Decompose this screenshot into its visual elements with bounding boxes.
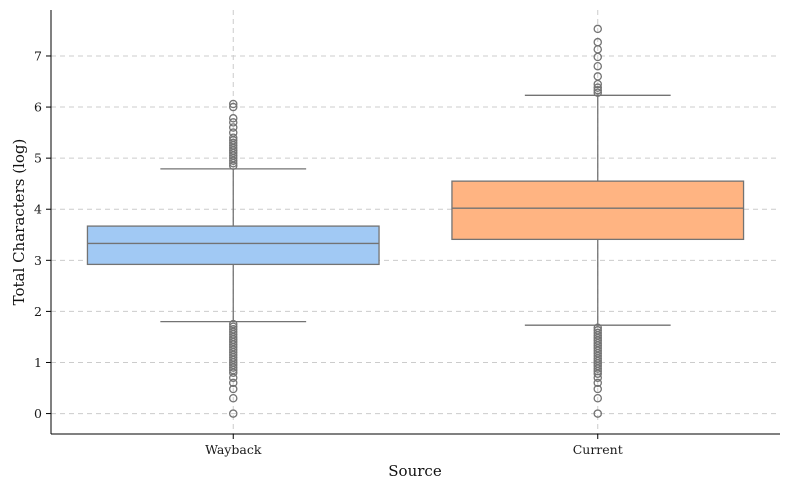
outlier-point — [228, 99, 238, 109]
outlier-point — [228, 368, 238, 377]
outlier-point — [228, 138, 238, 148]
y-tick-label: 5 — [34, 151, 42, 166]
outlier-point — [593, 88, 603, 98]
outlier-point — [228, 114, 238, 123]
outlier-point — [228, 378, 238, 388]
outlier-point — [228, 128, 238, 137]
x-tick-label: Current — [573, 442, 623, 457]
outlier-point — [593, 61, 603, 71]
box-layer — [86, 24, 745, 418]
iqr-box — [86, 225, 380, 266]
outlier-point — [228, 384, 238, 394]
y-tick-label: 6 — [34, 100, 42, 115]
box-wayback — [86, 99, 380, 418]
outlier-point — [228, 393, 238, 403]
outlier-point — [593, 364, 603, 373]
outlier-point — [228, 133, 238, 142]
y-tick-label: 7 — [34, 48, 42, 63]
outlier-point — [228, 123, 238, 132]
y-axis-title: Total Characters (log) — [10, 139, 28, 306]
y-tick-label: 3 — [34, 253, 42, 268]
outlier-point — [228, 373, 238, 383]
y-tick-label: 1 — [34, 355, 42, 370]
outlier-point — [593, 24, 603, 34]
outlier-point — [593, 378, 603, 388]
outlier-point — [593, 72, 603, 81]
outlier-point — [593, 373, 603, 383]
outlier-point — [593, 384, 603, 394]
y-tick-label: 2 — [34, 304, 42, 319]
outlier-point — [593, 409, 603, 418]
outlier-point — [593, 37, 603, 47]
outlier-point — [593, 83, 603, 92]
y-tick-label: 4 — [34, 202, 42, 217]
y-tick-label: 0 — [34, 406, 42, 421]
x-axis-title: Source — [388, 462, 442, 480]
iqr-box — [451, 180, 745, 241]
outlier-point — [593, 369, 603, 378]
outlier-point — [228, 102, 238, 112]
outlier-point — [228, 409, 238, 418]
axis-layer: 0 1 2 3 4 5 6 7 Wayback Current — [34, 10, 780, 457]
outlier-point — [593, 85, 603, 95]
outlier-point — [228, 118, 238, 127]
outlier-point — [593, 393, 603, 403]
x-tick-label: Wayback — [205, 442, 262, 457]
box-current — [451, 24, 745, 418]
outlier-point — [228, 363, 238, 372]
